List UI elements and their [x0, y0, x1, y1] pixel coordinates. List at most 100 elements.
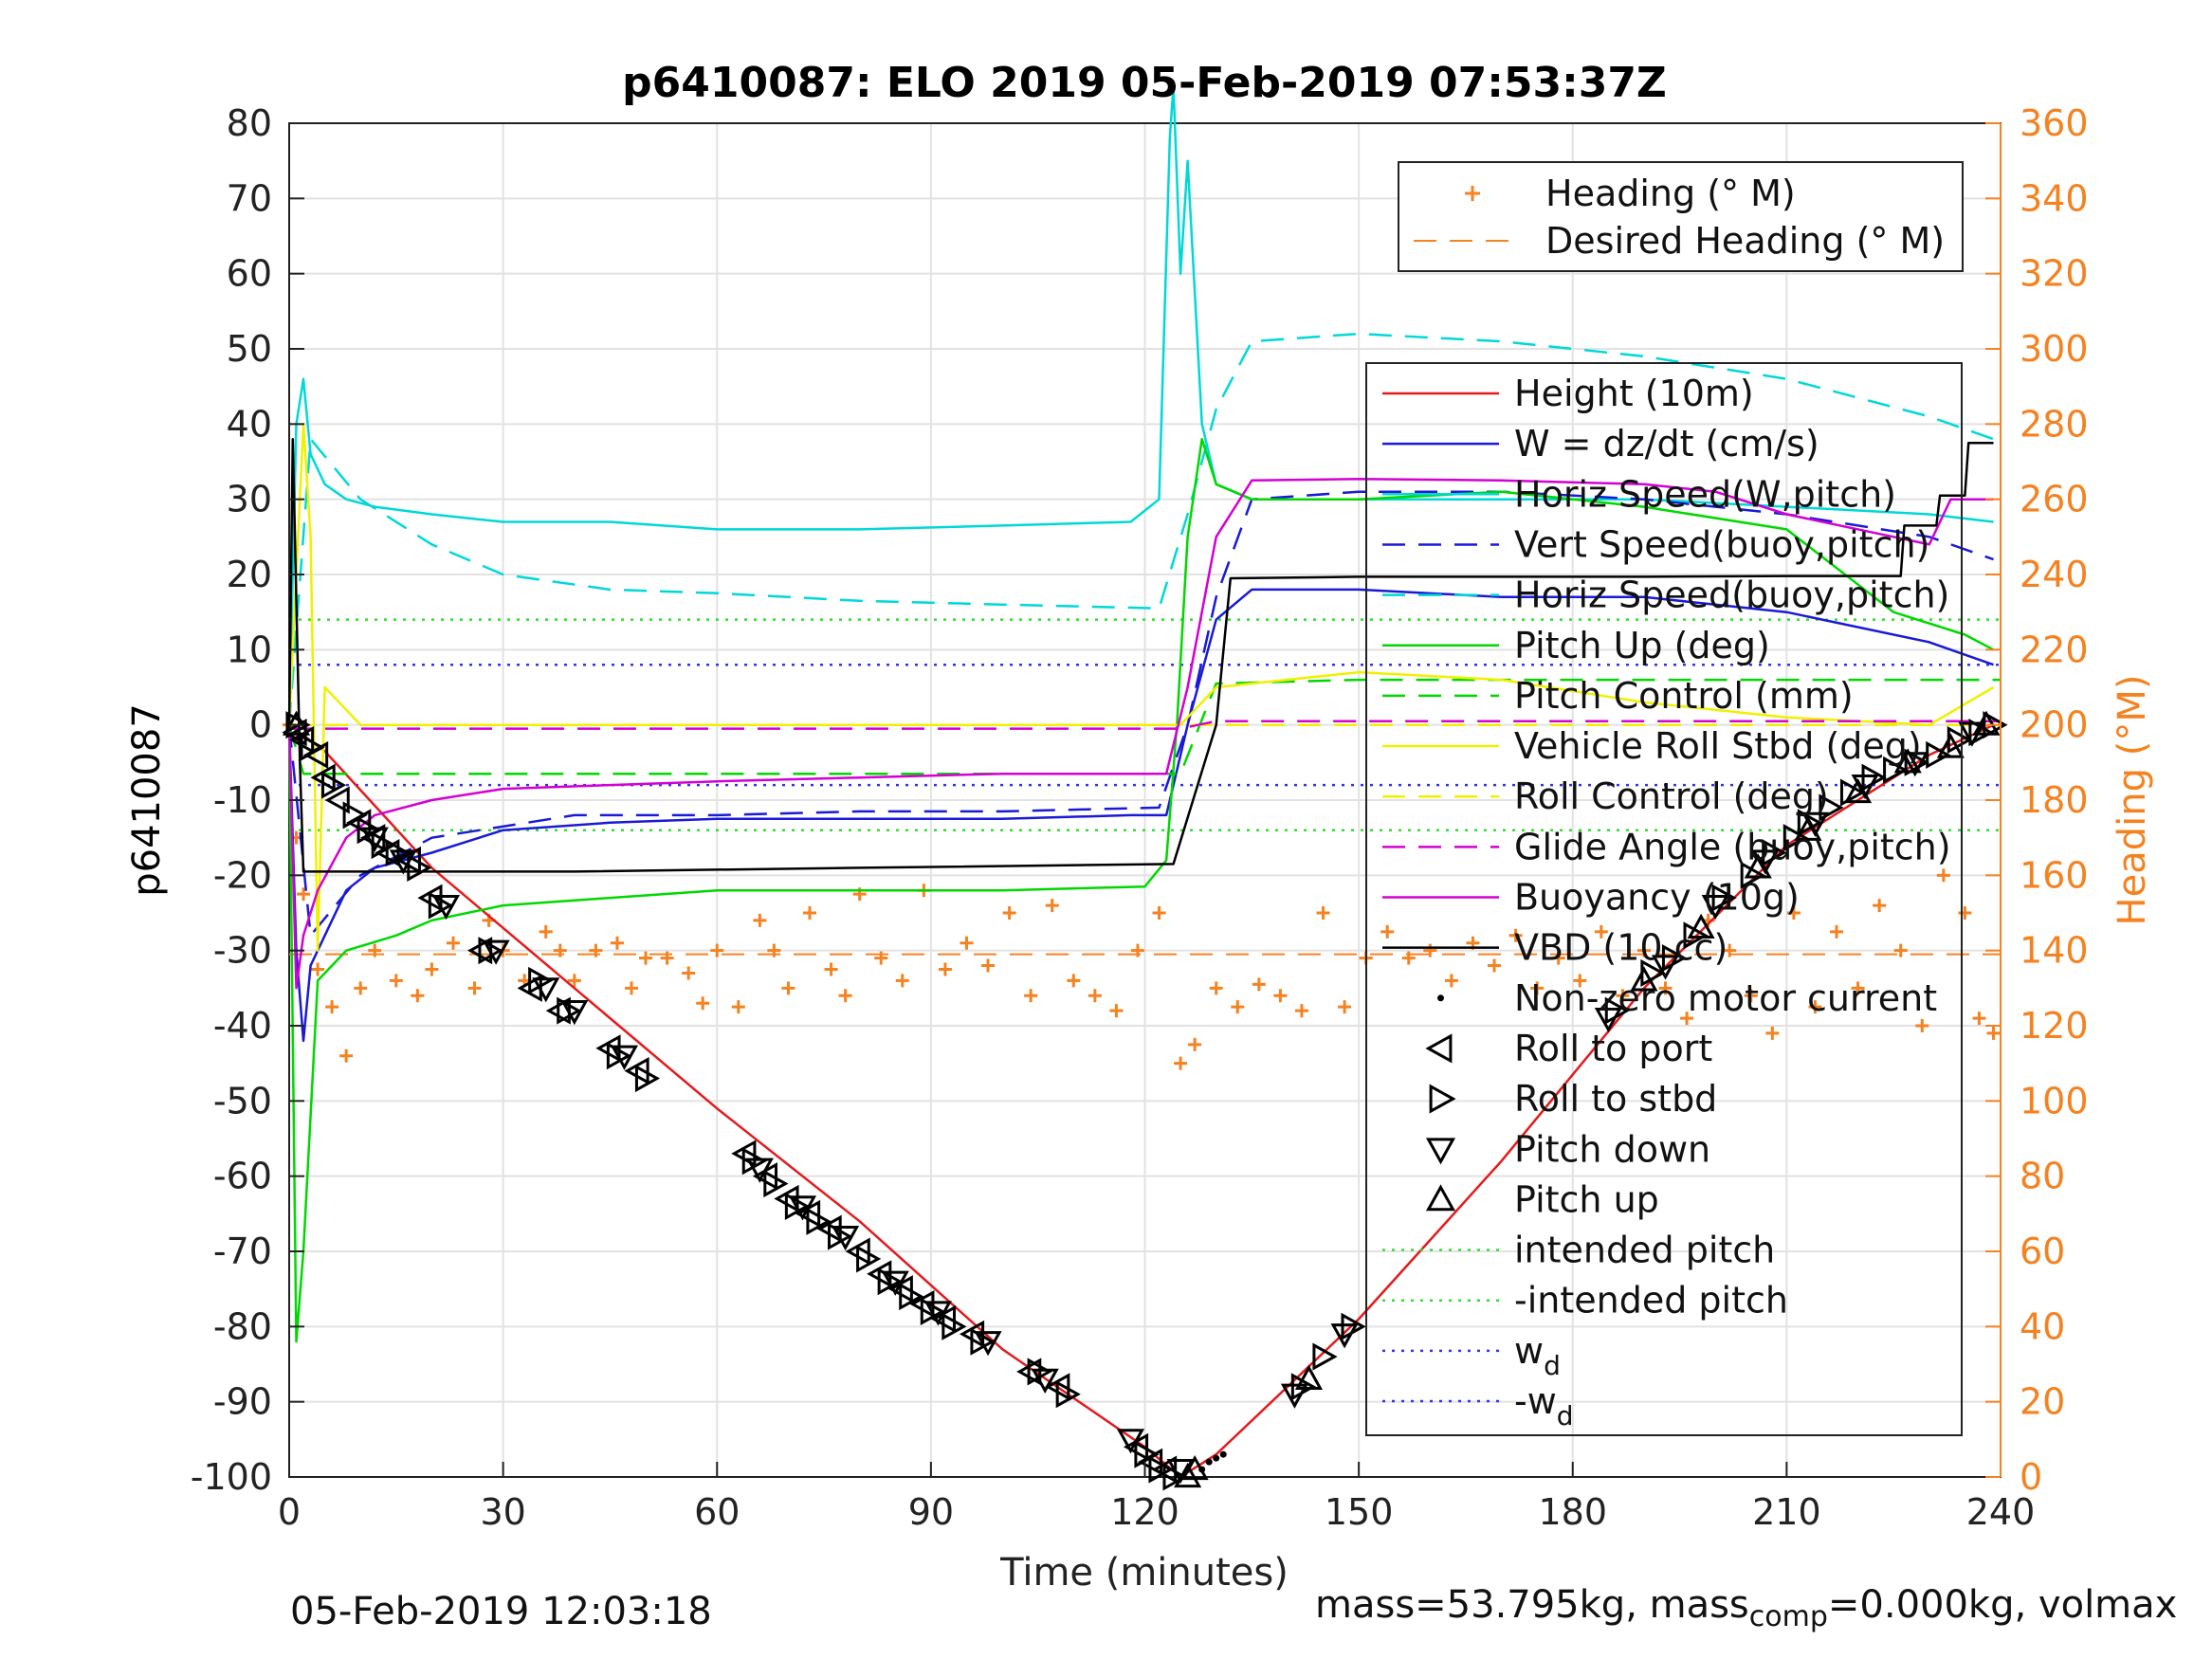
pitch-down-marker	[560, 1000, 589, 1026]
y2-axis-ticks: 0 20 40 60 80 100 120 140 160 180 200 220 240 260 280 3…	[1985, 102, 2089, 1498]
footer-mass-post: =0.000kg, volmax	[1827, 1583, 2178, 1627]
heading-point	[1174, 1056, 1188, 1070]
motor-current-dot	[1213, 1454, 1220, 1462]
roll-to-stbd-marker	[321, 771, 347, 799]
legend-series-label: -wd	[1514, 1380, 1574, 1431]
heading-point	[1488, 958, 1502, 973]
x-tick-label: 30	[480, 1491, 525, 1533]
pitch-down-marker	[1116, 1429, 1145, 1454]
roll-to-stbd-marker	[1055, 1380, 1081, 1409]
legend-series-label-main: W = dz/dt (cm/s)	[1514, 423, 1819, 465]
roll-to-stbd-marker	[941, 1312, 967, 1340]
heading-point	[1765, 1026, 1780, 1040]
heading-point	[781, 981, 795, 995]
pitch-down-marker	[745, 1158, 774, 1183]
roll-to-stbd-marker	[1839, 778, 1866, 807]
pitch-up-marker	[282, 710, 311, 736]
heading-point	[389, 974, 403, 988]
roll-to-stbd-marker	[899, 1283, 924, 1311]
y2-tick-label: 320	[2020, 253, 2089, 295]
y2-tick-label: 40	[2020, 1305, 2065, 1347]
heading-point	[311, 962, 325, 976]
legend-series-label-main: Pitch down	[1514, 1128, 1710, 1170]
pitch-down-marker	[923, 1301, 952, 1326]
reference-lines	[289, 618, 2001, 831]
legend-series-label: Pitch down	[1514, 1128, 1710, 1170]
heading-point	[639, 951, 653, 965]
heading-point	[1294, 1004, 1308, 1018]
heading-point	[660, 951, 674, 965]
legend-series-label: Pitch Up (deg)	[1514, 625, 1770, 666]
y-tick-label: -90	[213, 1381, 272, 1423]
markers-group	[282, 710, 2008, 1491]
pitch-up-marker	[1794, 815, 1822, 841]
y-tick-label: -50	[213, 1080, 272, 1121]
y-tick-label: -30	[213, 930, 272, 972]
y2-tick-label: 60	[2020, 1231, 2065, 1272]
pitch-up-marker	[1744, 853, 1772, 879]
legend-series-label-main: Buoyancy (10g)	[1514, 877, 1800, 919]
x-tick-label: 180	[1538, 1491, 1607, 1533]
heading-point	[1380, 924, 1395, 939]
legend-series-label-main: VBD (10 cc)	[1514, 927, 1728, 969]
y-tick-label: -100	[191, 1456, 272, 1498]
legend-series-label-sub: d	[1544, 1350, 1561, 1381]
footer-mass-info: mass=53.795kg, masscomp=0.000kg, volmax	[1315, 1583, 2177, 1633]
heading-point	[1316, 906, 1330, 920]
legend-symbol-pitch-up	[1425, 1184, 1456, 1212]
legend-series-box	[1365, 362, 1963, 1436]
heading-point	[425, 962, 439, 976]
heading-point	[1594, 924, 1608, 939]
x-tick-label: 240	[1966, 1491, 2036, 1533]
legend-series-label-main: Glide Angle (buoy,pitch)	[1514, 826, 1951, 867]
legend-symbol-roll-to-port	[1425, 1033, 1453, 1064]
heading-point	[1986, 1026, 2001, 1040]
legend-series-label-main: -intended pitch	[1514, 1280, 1788, 1322]
heading-point	[874, 951, 888, 965]
legend-heading-box	[1398, 161, 1964, 272]
heading-point	[1045, 899, 1059, 913]
legend-series-label: Roll to stbd	[1514, 1078, 1717, 1120]
y2-axis-label: Heading (°M)	[2111, 675, 2154, 926]
heading-point	[1444, 974, 1458, 988]
roll-to-stbd-marker	[1134, 1440, 1160, 1468]
legend-series-label-main: intended pitch	[1514, 1230, 1775, 1271]
heading-point	[1893, 943, 1908, 957]
roll-to-stbd-marker	[970, 1327, 996, 1356]
roll-to-stbd-marker	[300, 733, 325, 762]
y2-tick-label: 200	[2020, 704, 2089, 746]
legend-series-label: Glide Angle (buoy,pitch)	[1514, 826, 1951, 867]
heading-point	[297, 887, 311, 902]
grid	[289, 123, 2001, 1477]
y2-tick-label: 300	[2020, 328, 2089, 370]
y-tick-label: 30	[227, 479, 272, 520]
legend-heading-label: Desired Heading (° M)	[1545, 220, 1945, 262]
footer-timestamp: 05-Feb-2019 12:03:18	[290, 1590, 712, 1633]
roll-to-stbd-marker	[428, 891, 454, 920]
legend-series-label: wd	[1514, 1330, 1561, 1381]
heading-point	[803, 906, 817, 920]
pitch-down-marker	[389, 849, 417, 875]
heading-point	[1088, 989, 1102, 1003]
y2-tick-label: 80	[2020, 1156, 2065, 1197]
y-tick-label: -40	[213, 1005, 272, 1047]
legend-series-label-main: Roll Control (deg)	[1514, 775, 1829, 817]
x-tick-label: 60	[694, 1491, 740, 1533]
roll-to-stbd-marker	[1148, 1455, 1174, 1484]
series-line-horiz_speed_buoy	[287, 332, 1994, 725]
legend-series-label: Vehicle Roll Stbd (deg)	[1514, 725, 1922, 767]
heading-point	[1972, 1012, 1986, 1026]
pitch-down-marker	[1031, 1368, 1059, 1394]
pitch-down-marker	[1701, 894, 1729, 921]
y2-tick-label: 240	[2020, 554, 2089, 595]
roll-to-stbd-marker	[634, 1064, 661, 1093]
heading-point	[1209, 981, 1223, 995]
heading-point	[539, 924, 553, 939]
legend-series-label-main: Pitch up	[1514, 1178, 1659, 1220]
heading-point	[1130, 943, 1144, 957]
y2-tick-label: 340	[2020, 177, 2089, 219]
heading-point	[710, 943, 724, 957]
heading-point	[354, 981, 368, 995]
heading-point	[625, 981, 638, 995]
